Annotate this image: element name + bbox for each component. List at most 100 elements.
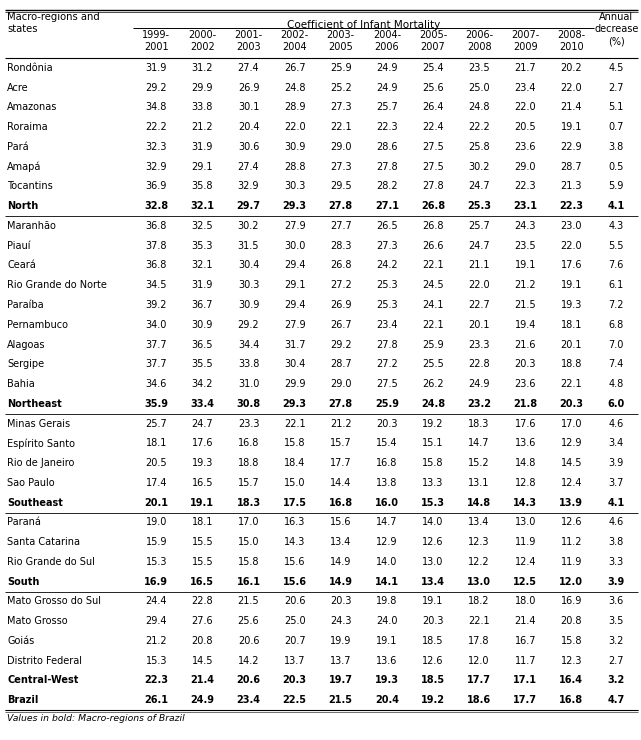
Text: 19.3: 19.3 bbox=[375, 676, 399, 685]
Text: 12.3: 12.3 bbox=[561, 656, 582, 666]
Text: 14.0: 14.0 bbox=[422, 517, 444, 528]
Text: 36.7: 36.7 bbox=[192, 300, 213, 310]
Text: 29.9: 29.9 bbox=[284, 379, 305, 389]
Text: 32.9: 32.9 bbox=[146, 161, 167, 172]
Text: 34.6: 34.6 bbox=[146, 379, 167, 389]
Text: 25.6: 25.6 bbox=[422, 83, 444, 92]
Text: Rio Grande do Norte: Rio Grande do Norte bbox=[7, 280, 107, 290]
Text: 14.8: 14.8 bbox=[467, 497, 491, 508]
Text: 23.3: 23.3 bbox=[469, 340, 490, 349]
Text: 0.7: 0.7 bbox=[608, 122, 624, 132]
Text: 26.7: 26.7 bbox=[284, 63, 306, 73]
Text: 3.6: 3.6 bbox=[608, 596, 624, 607]
Text: 18.0: 18.0 bbox=[515, 596, 536, 607]
Text: 27.8: 27.8 bbox=[422, 181, 444, 192]
Text: 11.9: 11.9 bbox=[515, 537, 536, 547]
Text: Pará: Pará bbox=[7, 142, 29, 152]
Text: 19.3: 19.3 bbox=[192, 458, 213, 468]
Text: 18.8: 18.8 bbox=[238, 458, 259, 468]
Text: 2004-
2006: 2004- 2006 bbox=[373, 30, 401, 53]
Text: 27.2: 27.2 bbox=[376, 360, 398, 369]
Text: 23.1: 23.1 bbox=[513, 201, 537, 211]
Text: Amazonas: Amazonas bbox=[7, 102, 58, 112]
Text: 11.9: 11.9 bbox=[561, 557, 582, 567]
Text: 25.8: 25.8 bbox=[469, 142, 490, 152]
Text: 26.8: 26.8 bbox=[330, 260, 351, 271]
Text: Santa Catarina: Santa Catarina bbox=[7, 537, 80, 547]
Text: 15.6: 15.6 bbox=[284, 557, 305, 567]
Text: 28.7: 28.7 bbox=[330, 360, 351, 369]
Text: 27.9: 27.9 bbox=[284, 320, 306, 330]
Text: 31.0: 31.0 bbox=[238, 379, 259, 389]
Text: 4.7: 4.7 bbox=[608, 696, 625, 705]
Text: 25.3: 25.3 bbox=[376, 300, 397, 310]
Text: 12.9: 12.9 bbox=[376, 537, 397, 547]
Text: 4.5: 4.5 bbox=[608, 63, 624, 73]
Text: 26.7: 26.7 bbox=[330, 320, 351, 330]
Text: 24.3: 24.3 bbox=[515, 221, 536, 231]
Text: 35.3: 35.3 bbox=[192, 240, 213, 251]
Text: 5.5: 5.5 bbox=[608, 240, 624, 251]
Text: 1999-
2001: 1999- 2001 bbox=[142, 30, 171, 53]
Text: Values in bold: Macro-regions of Brazil: Values in bold: Macro-regions of Brazil bbox=[7, 714, 185, 723]
Text: 27.8: 27.8 bbox=[329, 201, 353, 211]
Text: 21.3: 21.3 bbox=[561, 181, 582, 192]
Text: 15.2: 15.2 bbox=[469, 458, 490, 468]
Text: 29.2: 29.2 bbox=[146, 83, 167, 92]
Text: 24.7: 24.7 bbox=[469, 181, 490, 192]
Text: 39.2: 39.2 bbox=[146, 300, 167, 310]
Text: Brazil: Brazil bbox=[7, 696, 38, 705]
Text: 34.0: 34.0 bbox=[146, 320, 167, 330]
Text: 17.7: 17.7 bbox=[467, 676, 491, 685]
Text: 2000-
2002: 2000- 2002 bbox=[188, 30, 217, 53]
Text: 21.6: 21.6 bbox=[515, 340, 536, 349]
Text: 29.1: 29.1 bbox=[284, 280, 305, 290]
Text: 7.4: 7.4 bbox=[608, 360, 624, 369]
Text: 19.1: 19.1 bbox=[190, 497, 214, 508]
Text: 27.1: 27.1 bbox=[375, 201, 399, 211]
Text: 21.5: 21.5 bbox=[515, 300, 536, 310]
Text: 20.4: 20.4 bbox=[375, 696, 399, 705]
Text: 2.7: 2.7 bbox=[608, 83, 624, 92]
Text: 30.2: 30.2 bbox=[238, 221, 259, 231]
Text: 21.5: 21.5 bbox=[238, 596, 260, 607]
Text: 16.8: 16.8 bbox=[376, 458, 397, 468]
Text: 22.1: 22.1 bbox=[422, 320, 444, 330]
Text: 14.3: 14.3 bbox=[284, 537, 305, 547]
Text: 17.7: 17.7 bbox=[330, 458, 351, 468]
Text: 20.8: 20.8 bbox=[561, 616, 582, 626]
Text: Bahia: Bahia bbox=[7, 379, 35, 389]
Text: 17.6: 17.6 bbox=[561, 260, 582, 271]
Text: 12.4: 12.4 bbox=[515, 557, 536, 567]
Text: 27.8: 27.8 bbox=[376, 161, 397, 172]
Text: 37.8: 37.8 bbox=[146, 240, 167, 251]
Text: 21.2: 21.2 bbox=[330, 419, 351, 428]
Text: 19.1: 19.1 bbox=[376, 636, 397, 646]
Text: 27.7: 27.7 bbox=[330, 221, 352, 231]
Text: 21.4: 21.4 bbox=[515, 616, 536, 626]
Text: 15.5: 15.5 bbox=[192, 557, 213, 567]
Text: 19.4: 19.4 bbox=[515, 320, 536, 330]
Text: Northeast: Northeast bbox=[7, 399, 62, 408]
Text: 0.5: 0.5 bbox=[608, 161, 624, 172]
Text: 6.8: 6.8 bbox=[608, 320, 624, 330]
Text: 37.7: 37.7 bbox=[146, 360, 167, 369]
Text: 24.8: 24.8 bbox=[421, 399, 445, 408]
Text: 19.1: 19.1 bbox=[561, 280, 582, 290]
Text: 16.8: 16.8 bbox=[329, 497, 353, 508]
Text: 13.4: 13.4 bbox=[330, 537, 351, 547]
Text: 2001-
2003: 2001- 2003 bbox=[235, 30, 263, 53]
Text: 35.8: 35.8 bbox=[192, 181, 213, 192]
Text: 30.9: 30.9 bbox=[238, 300, 259, 310]
Text: 35.5: 35.5 bbox=[192, 360, 213, 369]
Text: 25.7: 25.7 bbox=[376, 102, 398, 112]
Text: Distrito Federal: Distrito Federal bbox=[7, 656, 82, 666]
Text: 14.7: 14.7 bbox=[469, 438, 490, 448]
Text: 6.1: 6.1 bbox=[608, 280, 624, 290]
Text: 29.7: 29.7 bbox=[237, 201, 260, 211]
Text: 20.3: 20.3 bbox=[515, 360, 536, 369]
Text: 15.7: 15.7 bbox=[238, 478, 260, 488]
Text: Macro-regions and
states: Macro-regions and states bbox=[7, 12, 100, 34]
Text: 20.6: 20.6 bbox=[237, 676, 260, 685]
Text: 25.9: 25.9 bbox=[375, 399, 399, 408]
